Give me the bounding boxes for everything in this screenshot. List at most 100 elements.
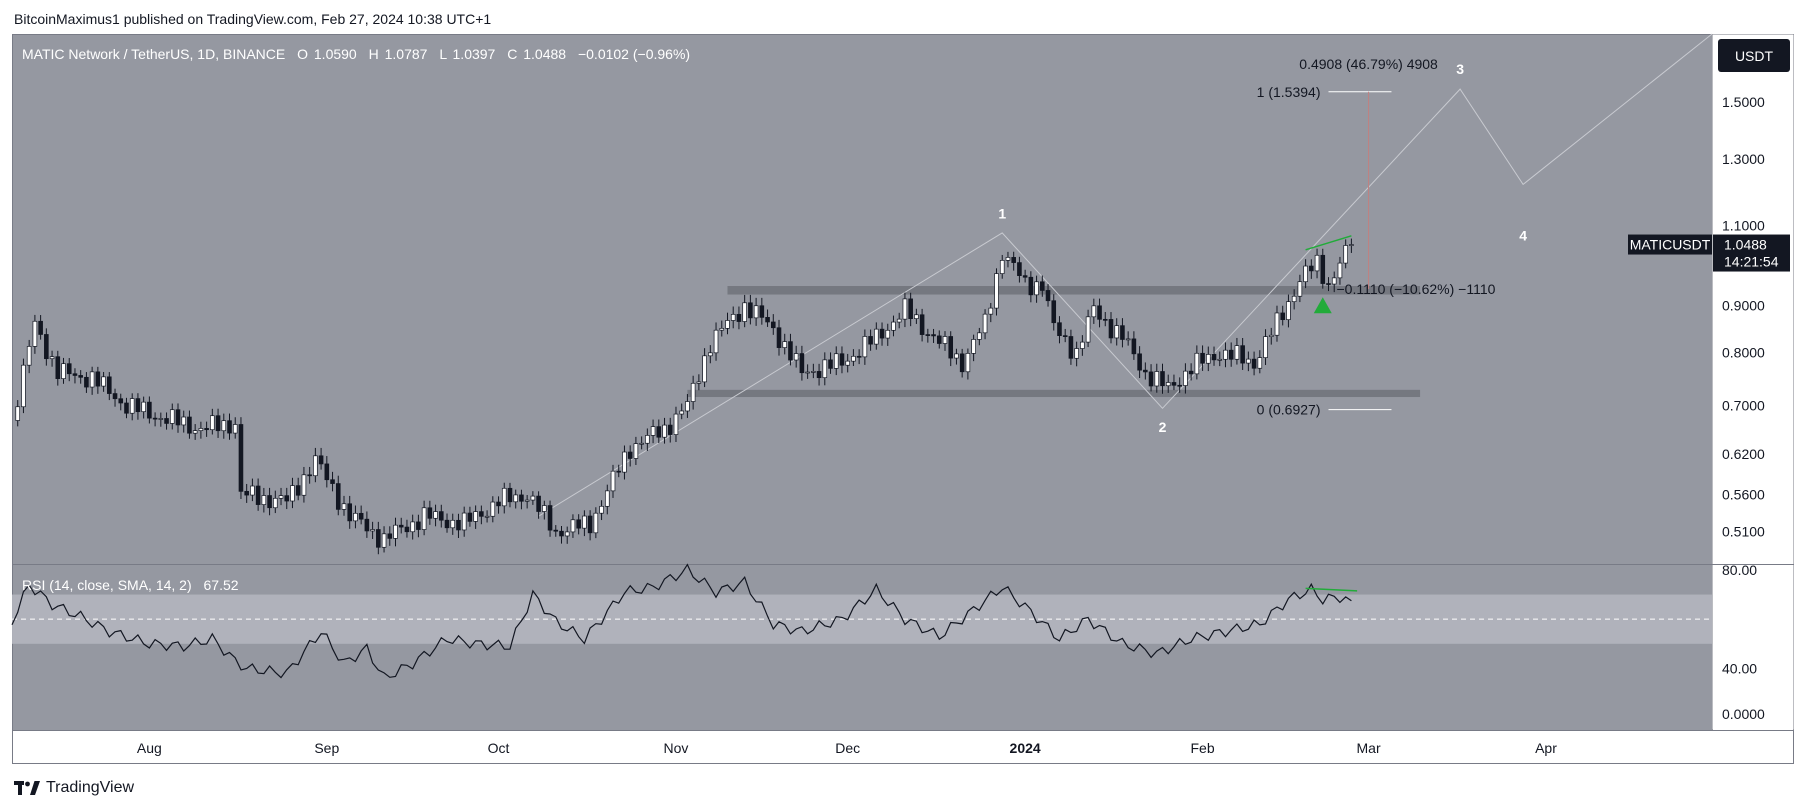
candle (313, 447, 318, 483)
ticker-badge-label: MATICUSDT (1630, 237, 1711, 253)
candle (358, 505, 364, 525)
ticker-badge-bg (1628, 234, 1712, 255)
candle (44, 328, 49, 366)
time-tick-label: Sep (314, 740, 339, 756)
candle (1154, 363, 1160, 393)
candle-body (919, 314, 925, 335)
candle (553, 525, 559, 537)
candle (1114, 318, 1120, 346)
candle (770, 314, 776, 335)
candle-body (1143, 369, 1148, 373)
legend-symbol: MATIC Network / TetherUS, 1D, BINANCE (22, 46, 285, 62)
legend: MATIC Network / TetherUS, 1D, BINANCE O … (22, 46, 690, 593)
candle (295, 477, 301, 501)
candle (198, 421, 204, 439)
candle (908, 292, 913, 327)
candle (1246, 351, 1251, 372)
candle (112, 388, 118, 407)
candle (1165, 374, 1171, 393)
candle (662, 417, 667, 444)
candle (273, 490, 278, 514)
candle (1286, 294, 1291, 328)
price-tick-label: 1.3000 (1722, 151, 1765, 167)
currency-badge[interactable]: USDT (1718, 39, 1790, 72)
candle (507, 482, 513, 508)
candle-body (982, 313, 988, 334)
published-byline: BitcoinMaximus1 published on TradingView… (14, 11, 492, 27)
candle-body (1274, 312, 1280, 336)
candle-body (307, 474, 312, 477)
candle-body (410, 521, 415, 533)
green-arrow-up-icon (1313, 297, 1332, 314)
rsi-title: RSI (14, close, SMA, 14, 2) (22, 577, 192, 593)
candle-body (1223, 349, 1228, 360)
candle-body (313, 455, 318, 477)
candle-body (78, 375, 83, 378)
candle (1200, 345, 1205, 371)
candle-body (124, 402, 129, 414)
candle (673, 406, 679, 443)
candle-body (1303, 265, 1308, 283)
candle-body (227, 420, 232, 434)
time-tick-label: 2024 (1010, 740, 1041, 756)
candle (255, 478, 261, 511)
candle-body (192, 430, 198, 434)
candle-body (95, 371, 101, 387)
candle-body (1017, 262, 1022, 276)
candle-body (1102, 318, 1108, 321)
candle-body (118, 398, 124, 404)
candle-body (204, 428, 209, 431)
candle (89, 366, 95, 395)
candle (1022, 269, 1028, 283)
chart-canvas[interactable]: 1 (1.5394) 0 (0.6927) 0.4908 (46.79%) 4908… (0, 0, 1807, 780)
candle (685, 394, 690, 418)
candle (61, 357, 66, 384)
candle-body (702, 355, 707, 383)
candle (450, 513, 456, 535)
candle (1257, 350, 1263, 374)
candle (988, 302, 994, 323)
candle (1034, 275, 1039, 303)
candle-body (301, 474, 307, 496)
candle (1263, 329, 1268, 366)
candle (799, 345, 805, 381)
candle (456, 513, 461, 538)
candle (914, 308, 919, 324)
candle-body (261, 495, 267, 505)
tradingview-brand-name: TradingView (46, 779, 135, 796)
candle (622, 445, 627, 480)
candle (118, 393, 124, 411)
candle (954, 348, 959, 365)
candle-body (61, 363, 66, 379)
candle (158, 412, 164, 427)
candle-body (467, 512, 473, 522)
candle-body (129, 398, 135, 414)
candle-body (1177, 384, 1182, 387)
price-axis[interactable]: 1.5000 1.3000 1.1000 0.9000 0.8000 0.7000 0.62… (1628, 34, 1794, 730)
candle (1102, 312, 1108, 327)
candle (1045, 284, 1051, 307)
candle-body (1091, 305, 1097, 318)
candle-body (679, 410, 684, 415)
candle-body (404, 526, 410, 533)
candle (1080, 335, 1085, 356)
candle (874, 322, 879, 350)
candle (919, 308, 925, 342)
candle (416, 514, 421, 538)
candle (679, 403, 684, 420)
time-axis[interactable]: Aug Sep Oct Nov Dec 2024 Feb Mar Apr (137, 740, 1557, 756)
candle (782, 333, 788, 355)
candle-body (725, 320, 730, 329)
price-badge-value: 1.0488 (1724, 237, 1767, 253)
time-axis-bg (12, 730, 1794, 764)
candle (530, 491, 536, 505)
candle-body (828, 359, 833, 369)
legend-high-label: H (369, 46, 379, 62)
candle (885, 323, 891, 346)
candle (227, 413, 232, 440)
candle (381, 526, 387, 553)
candle (971, 334, 976, 362)
candle-body (1217, 358, 1223, 361)
candle-body (1062, 335, 1068, 337)
candle-body (782, 341, 788, 348)
